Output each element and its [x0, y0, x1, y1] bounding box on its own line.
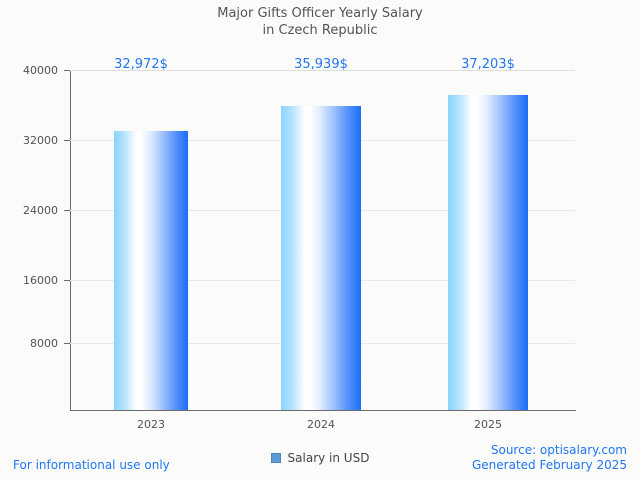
y-tick-mark-24000 — [64, 210, 70, 211]
bar-2023[interactable] — [114, 131, 188, 410]
page-title: Major Gifts Officer Yearly Salary in Cze… — [0, 5, 640, 39]
y-tick-label-24000: 24000 — [23, 204, 58, 217]
legend-swatch-icon — [270, 453, 281, 463]
x-tick-label-2023: 2023 — [137, 418, 165, 431]
x-tick-label-2024: 2024 — [307, 418, 335, 431]
y-tick-mark-32000 — [64, 140, 70, 141]
y-tick-mark-8000 — [64, 343, 70, 344]
chart-title-line-2: in Czech Republic — [262, 23, 378, 38]
bar-2025[interactable] — [448, 95, 528, 410]
gridline-40000 — [70, 70, 575, 71]
footer-source: Source: optisalary.com Generated Februar… — [472, 443, 627, 473]
y-tick-mark-16000 — [64, 280, 70, 281]
y-axis-labels: 40000 32000 24000 16000 8000 — [0, 0, 58, 480]
footer-source-line: Source: optisalary.com — [490, 443, 627, 457]
footer-disclaimer: For informational use only — [13, 458, 170, 472]
x-tick-label-2025: 2025 — [474, 418, 502, 431]
bar-label-2023: 32,972$ — [114, 57, 168, 72]
y-tick-label-32000: 32000 — [23, 134, 58, 147]
y-tick-label-8000: 8000 — [30, 337, 58, 350]
bar-2024[interactable] — [281, 106, 361, 410]
chart-title-line-1: Major Gifts Officer Yearly Salary — [217, 6, 423, 21]
plot-area — [70, 70, 575, 410]
y-tick-label-16000: 16000 — [23, 274, 58, 287]
y-tick-mark-40000 — [64, 70, 70, 71]
legend-label-salary-in-usd: Salary in USD — [287, 451, 370, 465]
y-tick-label-40000: 40000 — [23, 64, 58, 77]
bar-label-2025: 37,203$ — [461, 57, 515, 72]
bar-label-2024: 35,939$ — [294, 57, 348, 72]
x-axis-line — [70, 410, 576, 411]
chart-legend: Salary in USD — [0, 451, 640, 465]
y-axis-line — [70, 70, 71, 411]
footer-generated-line: Generated February 2025 — [471, 458, 627, 472]
